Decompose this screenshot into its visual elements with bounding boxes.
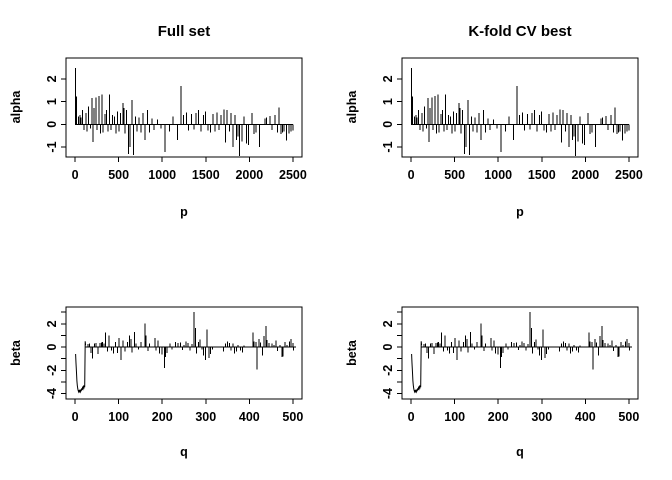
- title-full-set: Full set: [157, 23, 211, 40]
- panel-kfold-beta: 0 100 200 300 400 500 -4 -2 0 2: [381, 306, 639, 424]
- y-tick-label: -2: [45, 365, 59, 376]
- axes: 0 500 1000 1500 2000 2500 -1 0 1 2: [45, 75, 307, 182]
- ylabel-alpha-left: alpha: [9, 90, 23, 124]
- x-tick-label: 1500: [192, 168, 220, 182]
- title-kfold-cv-best: K-fold CV best: [468, 23, 572, 40]
- x-tick-label: 0: [72, 168, 79, 182]
- x-tick-label: 300: [531, 410, 552, 424]
- y-tick-label: -4: [45, 388, 59, 399]
- x-tick-label: 300: [195, 410, 216, 424]
- ylabel-beta-left: beta: [9, 340, 23, 366]
- x-tick-label: 500: [282, 410, 303, 424]
- y-tick-label: 0: [381, 344, 395, 351]
- y-tick-label: 2: [45, 320, 59, 327]
- plot-box: [65, 306, 303, 400]
- plot-box: [65, 57, 303, 158]
- x-tick-label: 2000: [571, 168, 599, 182]
- x-tick-label: 100: [108, 410, 129, 424]
- x-tick-label: 0: [408, 168, 415, 182]
- panel-kfold-alpha: 0 500 1000 1500 2000 2500 -1 0 1 2: [381, 57, 643, 182]
- x-tick-label: 1000: [148, 168, 176, 182]
- y-tick-label: 1: [45, 98, 59, 105]
- x-tick-label: 1000: [484, 168, 512, 182]
- x-tick-label: 500: [618, 410, 639, 424]
- xlabel-q-left: q: [180, 445, 188, 459]
- panel-full-set-alpha: 0 500 1000 1500 2000 2500 -1 0 1 2: [45, 57, 307, 182]
- x-tick-label: 2500: [279, 168, 307, 182]
- ylabel-beta-right: beta: [345, 340, 359, 366]
- y-tick-label: 0: [381, 121, 395, 128]
- x-tick-label: 500: [444, 168, 465, 182]
- xlabel-q-right: q: [516, 445, 524, 459]
- x-tick-label: 500: [108, 168, 129, 182]
- x-tick-label: 200: [152, 410, 173, 424]
- x-tick-label: 200: [488, 410, 509, 424]
- initial-curve: [411, 341, 423, 394]
- x-tick-label: 0: [72, 410, 79, 424]
- x-tick-label: 2500: [615, 168, 643, 182]
- initial-curve: [75, 341, 87, 394]
- x-tick-label: 1500: [528, 168, 556, 182]
- y-tick-label: 1: [381, 98, 395, 105]
- data-series: [411, 311, 632, 394]
- plot-box: [401, 306, 639, 400]
- data-series: [75, 311, 296, 394]
- y-tick-label: 0: [45, 121, 59, 128]
- panel-full-set-beta: 0 100 200 300 400 500 -4 -2 0 2: [45, 306, 303, 424]
- y-tick-label: 2: [45, 75, 59, 82]
- x-tick-label: 0: [408, 410, 415, 424]
- y-tick-label: -4: [381, 388, 395, 399]
- y-tick-label: -1: [45, 141, 59, 152]
- data-series: [410, 68, 630, 157]
- axes: 0 100 200 300 400 500 -4 -2 0 2: [381, 311, 639, 424]
- xlabel-p-left: p: [180, 205, 188, 219]
- ylabel-alpha-right: alpha: [345, 90, 359, 124]
- axes: 0 100 200 300 400 500 -4 -2 0 2: [45, 311, 303, 424]
- xlabel-p-right: p: [516, 205, 524, 219]
- y-tick-label: 2: [381, 75, 395, 82]
- y-tick-label: -1: [381, 141, 395, 152]
- x-tick-label: 400: [575, 410, 596, 424]
- x-tick-label: 2000: [235, 168, 263, 182]
- y-tick-label: 2: [381, 320, 395, 327]
- x-tick-label: 100: [444, 410, 465, 424]
- x-tick-label: 400: [239, 410, 260, 424]
- y-tick-label: -2: [381, 365, 395, 376]
- y-tick-label: 0: [45, 344, 59, 351]
- plot-box: [401, 57, 639, 158]
- axes: 0 500 1000 1500 2000 2500 -1 0 1 2: [381, 75, 643, 182]
- data-series: [74, 68, 294, 157]
